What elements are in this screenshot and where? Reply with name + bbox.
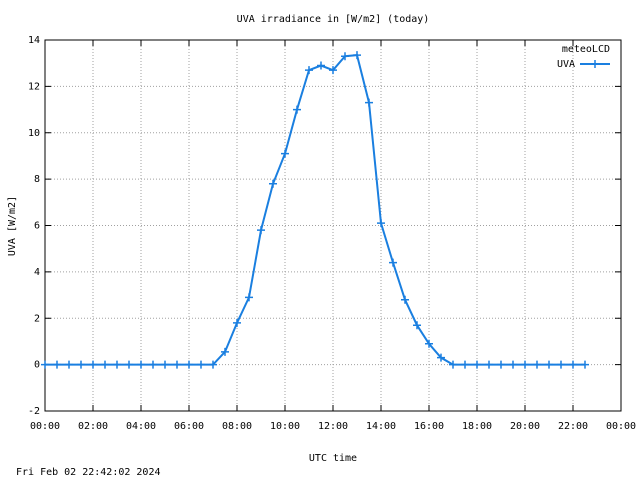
data-point: [581, 360, 589, 369]
x-tick-label: 00:00: [606, 421, 636, 432]
data-point: [245, 293, 253, 302]
legend-label: UVA: [557, 59, 575, 70]
data-point: [161, 360, 169, 369]
y-tick-label: 0: [34, 360, 40, 371]
data-point: [401, 295, 409, 304]
data-point: [545, 360, 553, 369]
y-tick-label: 12: [28, 81, 40, 92]
data-point: [233, 318, 241, 327]
data-point: [329, 66, 337, 75]
x-tick-label: 18:00: [462, 421, 492, 432]
data-point: [149, 360, 157, 369]
x-tick-label: 06:00: [174, 421, 204, 432]
data-point: [473, 360, 481, 369]
data-point: [521, 360, 529, 369]
data-point: [449, 360, 457, 369]
y-tick-label: 6: [34, 221, 40, 232]
data-point: [197, 360, 205, 369]
data-point: [569, 360, 577, 369]
x-tick-label: 22:00: [558, 421, 588, 432]
y-tick-label: 14: [28, 35, 40, 46]
data-point: [485, 360, 493, 369]
plot-border: [44, 39, 622, 412]
data-point: [365, 98, 373, 107]
x-tick-label: 08:00: [222, 421, 252, 432]
x-tick-label: 12:00: [318, 421, 348, 432]
x-tick-label: 20:00: [510, 421, 540, 432]
x-axis-label: UTC time: [309, 453, 357, 464]
data-point: [377, 219, 385, 228]
data-point: [461, 360, 469, 369]
x-tick-label: 10:00: [270, 421, 300, 432]
timestamp: Fri Feb 02 22:42:02 2024: [16, 467, 161, 478]
data-point: [137, 360, 145, 369]
data-point: [269, 179, 277, 188]
x-tick-label: 00:00: [30, 421, 60, 432]
y-tick-label: 10: [28, 128, 40, 139]
data-point: [293, 105, 301, 114]
data-point: [89, 360, 97, 369]
data-point: [281, 149, 289, 158]
data-point: [413, 321, 421, 330]
data-point: [77, 360, 85, 369]
data-point: [221, 347, 229, 356]
data-point: [113, 360, 121, 369]
data-point: [305, 66, 313, 75]
x-tick-label: 02:00: [78, 421, 108, 432]
data-point: [389, 258, 397, 267]
x-tick-label: 14:00: [366, 421, 396, 432]
y-tick-label: 4: [34, 267, 40, 278]
y-axis-label: UVA [W/m2]: [7, 196, 18, 256]
data-point: [497, 360, 505, 369]
chart-title: UVA irradiance in [W/m2] (today): [237, 14, 430, 25]
x-tick-label: 16:00: [414, 421, 444, 432]
data-point: [53, 360, 61, 369]
data-point: [509, 360, 517, 369]
data-point: [341, 52, 349, 61]
y-tick-label: -2: [28, 406, 40, 417]
data-point: [317, 61, 325, 70]
data-point: [185, 360, 193, 369]
data-line: [45, 53, 585, 366]
y-tick-label: 8: [34, 174, 40, 185]
data-point: [557, 360, 565, 369]
data-point: [353, 51, 361, 60]
data-point: [173, 360, 181, 369]
data-point: [257, 226, 265, 235]
data-point: [41, 360, 49, 369]
data-point: [425, 339, 433, 348]
y-tick-label: 2: [34, 313, 40, 324]
data-point: [533, 360, 541, 369]
data-point: [125, 360, 133, 369]
data-point: [209, 360, 217, 369]
x-tick-label: 04:00: [126, 421, 156, 432]
data-point: [101, 360, 109, 369]
data-point: [65, 360, 73, 369]
legend-title: meteoLCD: [562, 44, 610, 55]
data-point: [437, 353, 445, 362]
legend-marker: [591, 60, 599, 68]
